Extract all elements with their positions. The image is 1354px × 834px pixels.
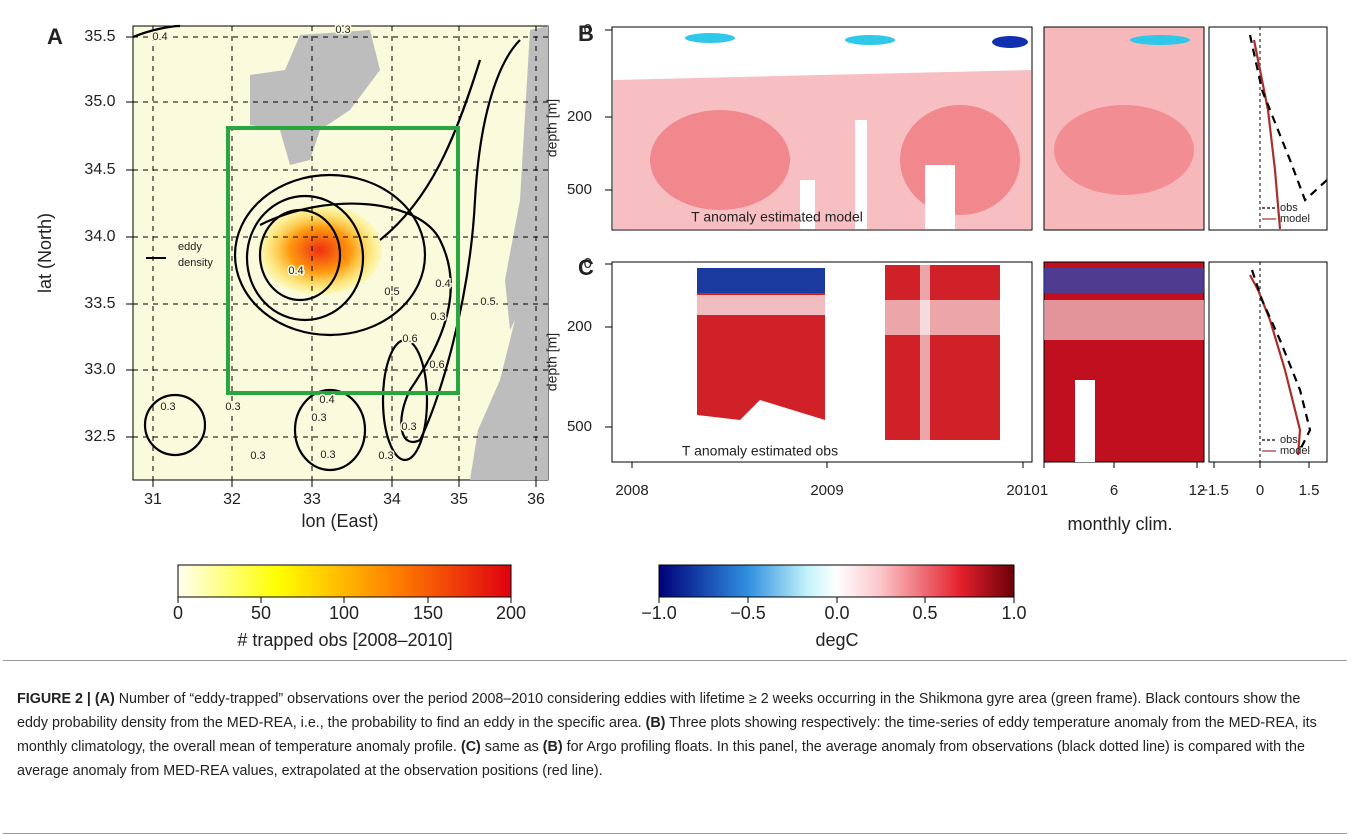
- axis-title: depth [m]: [544, 333, 560, 391]
- caption-text: Number of “eddy-trapped” observations ov…: [17, 691, 1301, 731]
- y-tick-label: 0: [584, 21, 592, 38]
- panel-label: C: [578, 255, 594, 280]
- colorbar-tick-label: 50: [251, 603, 271, 623]
- colorbar-tick-label: −0.5: [730, 603, 766, 623]
- panel-label: B: [578, 21, 594, 46]
- axis-title: monthly clim.: [1067, 514, 1172, 534]
- contour-label: 0.6: [429, 359, 444, 371]
- x-tick-label: 2010: [1006, 482, 1039, 499]
- x-tick-label: 36: [527, 491, 545, 508]
- contour-label: 0.3: [311, 412, 326, 424]
- colorbar-tick-label: 200: [496, 603, 526, 623]
- colorbar-tick-label: 0.5: [912, 603, 937, 623]
- contour-label: 0.6: [402, 333, 417, 345]
- x-tick-label: 2009: [810, 482, 843, 499]
- x-tick-label: 31: [144, 491, 162, 508]
- y-tick-label: 35.5: [84, 28, 115, 45]
- y-tick-label: 500: [567, 181, 592, 198]
- y-tick-label: 33.5: [84, 295, 115, 312]
- contour-label: 0.3: [160, 401, 175, 413]
- colorbar-tick-label: 0: [173, 603, 183, 623]
- anomaly-field: [611, 26, 1328, 231]
- x-tick-label: 2008: [615, 482, 648, 499]
- y-tick-label: 200: [567, 318, 592, 335]
- colorbar-tick-label: 100: [329, 603, 359, 623]
- contour-label: 0.3: [335, 24, 350, 36]
- caption-text: Three plots showing respectively: the ti…: [17, 715, 1317, 755]
- contour-label: 0.3: [250, 450, 265, 462]
- x-tick-label: 35: [450, 491, 468, 508]
- shikmona-frame: [226, 126, 460, 395]
- contour-label: 0.3: [401, 421, 416, 433]
- contour-label: 0.3: [225, 401, 240, 413]
- x-tick-label: 6: [1110, 482, 1118, 499]
- legend-label: model: [1280, 213, 1310, 225]
- colorbar-tick-label: 150: [413, 603, 443, 623]
- contour-label: 0.4: [435, 278, 450, 290]
- legend-label: model: [1280, 445, 1310, 457]
- caption-text: (B): [542, 739, 563, 755]
- x-tick-label: 12: [1189, 482, 1206, 499]
- x-tick-label: 1: [1040, 482, 1048, 499]
- trapped-obs-area: [258, 205, 382, 295]
- panel-note: T anomaly estimated model: [691, 209, 863, 225]
- colorbar-tick-label: 1.0: [1001, 603, 1026, 623]
- axis-title: lon (East): [301, 511, 378, 531]
- contour-label: 0.3: [320, 449, 335, 461]
- figure-caption: FIGURE 2 | (A) Number of “eddy-trapped” …: [3, 660, 1347, 834]
- y-tick-label: 32.5: [84, 428, 115, 445]
- contours: [132, 24, 521, 472]
- y-tick-label: 33.0: [84, 361, 115, 378]
- y-tick-label: 34.5: [84, 161, 115, 178]
- caption-text: FIGURE 2 | (A): [17, 691, 115, 707]
- x-tick-label: −1.5: [1199, 482, 1229, 499]
- contour-label: 0.3: [430, 311, 445, 323]
- contour-label: 0.3: [378, 450, 393, 462]
- caption-text: same as: [480, 739, 543, 755]
- contour-label: 0.4: [319, 394, 334, 406]
- contour-label: 0.5: [480, 296, 495, 308]
- y-tick-label: 0: [584, 255, 592, 272]
- x-tick-label: 33: [303, 491, 321, 508]
- colorbar-tick-label: 0.0: [824, 603, 849, 623]
- x-tick-label: 32: [223, 491, 241, 508]
- colorbar-title: degC: [815, 630, 858, 650]
- colorbar-title: # trapped obs [2008–2010]: [237, 630, 452, 650]
- panel-note: T anomaly estimated obs: [682, 443, 838, 459]
- y-tick-label: 200: [567, 108, 592, 125]
- profiles: [1248, 27, 1328, 462]
- contour-label: 0.5: [384, 286, 399, 298]
- colorbar: [658, 564, 1015, 598]
- colorbar: [177, 564, 512, 598]
- y-tick-label: 500: [567, 418, 592, 435]
- y-tick-label: 34.0: [84, 228, 115, 245]
- x-tick-label: 1.5: [1299, 482, 1320, 499]
- legend-label: obs: [1280, 434, 1298, 446]
- caption-text: (B): [645, 715, 666, 731]
- contour-label: 0.4: [152, 31, 167, 43]
- y-tick-label: 35.0: [84, 93, 115, 110]
- land: [250, 30, 380, 165]
- caption-text: (C): [460, 739, 481, 755]
- caption-text: for Argo profiling floats. In this panel…: [17, 739, 1305, 779]
- legend-label: obs: [1280, 202, 1298, 214]
- land: [470, 250, 548, 480]
- axis-title: depth [m]: [544, 99, 560, 157]
- x-tick-label: 0: [1256, 482, 1264, 499]
- figure: A 35.5 35.0 34.5 34.0 33.5 33.0 32.5 31 32 33 34 35 3…: [35, 21, 1328, 650]
- legend-label: density: [178, 257, 213, 269]
- legend-label: eddy: [178, 241, 202, 253]
- axis-title: lat (North): [35, 213, 55, 293]
- anomaly-field: [611, 261, 1328, 463]
- contour-label: 0.4: [288, 265, 303, 277]
- colorbar-tick-label: −1.0: [641, 603, 677, 623]
- panel-label: A: [47, 24, 63, 49]
- x-tick-label: 34: [383, 491, 401, 508]
